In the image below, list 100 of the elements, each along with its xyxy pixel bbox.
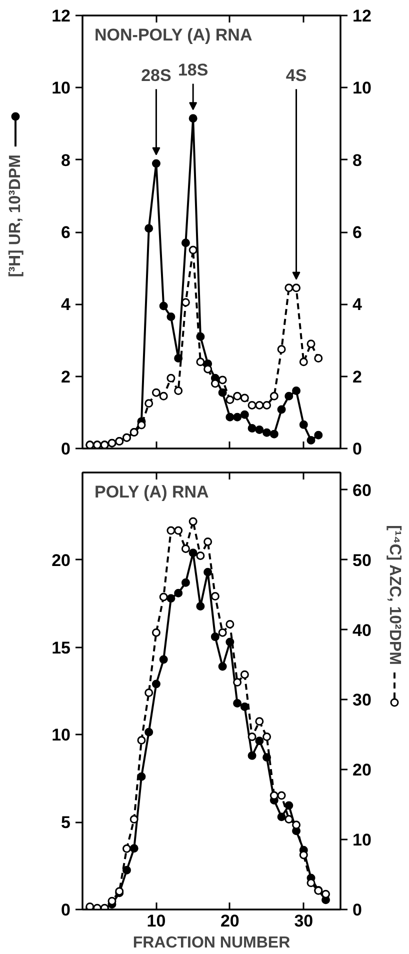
y2-tick-label: 6 bbox=[352, 223, 362, 242]
point bbox=[188, 517, 198, 526]
y2-tick-label: 12 bbox=[352, 6, 372, 26]
point bbox=[306, 340, 316, 348]
y-tick-label: 15 bbox=[52, 638, 71, 658]
point bbox=[218, 376, 227, 384]
point bbox=[218, 388, 227, 397]
point bbox=[262, 753, 272, 762]
y-axis-title: [³H] UR, 10³DPM bbox=[7, 154, 24, 278]
point bbox=[144, 728, 154, 736]
point bbox=[144, 224, 154, 233]
point bbox=[159, 655, 168, 664]
y-tick-label: 0 bbox=[61, 900, 71, 920]
point bbox=[255, 425, 264, 434]
point bbox=[284, 815, 294, 824]
y2-tick-label: 60 bbox=[352, 480, 372, 500]
y2-tick-label: 20 bbox=[352, 760, 372, 780]
point bbox=[218, 662, 227, 671]
point bbox=[240, 702, 249, 711]
y2-tick-label: 0 bbox=[352, 440, 362, 458]
annotation: 18S bbox=[178, 60, 208, 80]
point bbox=[248, 424, 256, 433]
point bbox=[152, 628, 160, 637]
point bbox=[152, 680, 160, 688]
point bbox=[277, 345, 286, 354]
point bbox=[306, 436, 316, 444]
x-tick-label: 10 bbox=[146, 912, 166, 930]
y-tick-label: 10 bbox=[52, 726, 71, 745]
point bbox=[204, 568, 212, 576]
point bbox=[233, 678, 242, 687]
point bbox=[181, 238, 190, 248]
point bbox=[226, 620, 234, 628]
point bbox=[196, 602, 205, 610]
point bbox=[122, 866, 131, 874]
y2-tick-label: 2 bbox=[352, 367, 362, 386]
point bbox=[166, 374, 176, 382]
point bbox=[174, 354, 183, 363]
point bbox=[130, 815, 138, 824]
point bbox=[166, 312, 176, 322]
text: NON-POLY (A) RNA bbox=[94, 26, 252, 44]
y2-tick-label: 30 bbox=[352, 690, 372, 710]
point bbox=[292, 284, 301, 292]
y-tick-label: 8 bbox=[61, 150, 71, 170]
point bbox=[210, 632, 220, 642]
point bbox=[188, 114, 198, 123]
point bbox=[284, 284, 294, 292]
point bbox=[248, 400, 256, 410]
point bbox=[270, 392, 278, 400]
point bbox=[277, 812, 286, 822]
point bbox=[137, 736, 146, 745]
y-tick-label: 12 bbox=[52, 6, 71, 26]
point bbox=[159, 302, 168, 310]
y-tick-label: 0 bbox=[61, 440, 71, 458]
point bbox=[144, 399, 154, 408]
y-tick-label: 20 bbox=[52, 550, 71, 570]
point bbox=[248, 751, 256, 760]
point bbox=[210, 592, 220, 600]
point bbox=[204, 537, 212, 546]
y2-tick-label: 10 bbox=[352, 830, 372, 850]
point bbox=[270, 430, 278, 438]
y2-tick-label: 0 bbox=[352, 900, 362, 920]
point bbox=[159, 592, 168, 602]
point bbox=[314, 354, 323, 363]
point bbox=[240, 670, 249, 679]
point bbox=[277, 791, 286, 800]
y2-tick-label: 10 bbox=[352, 78, 372, 98]
point bbox=[284, 801, 294, 810]
point bbox=[159, 392, 168, 400]
point bbox=[196, 358, 205, 366]
x-tick-label: 30 bbox=[294, 912, 314, 930]
point bbox=[255, 400, 264, 410]
point bbox=[166, 594, 176, 603]
point bbox=[174, 526, 183, 535]
point bbox=[233, 392, 242, 400]
point bbox=[240, 394, 249, 402]
point bbox=[233, 698, 242, 708]
point bbox=[277, 405, 286, 414]
annotation: 4S bbox=[286, 66, 307, 86]
point bbox=[314, 430, 323, 440]
point bbox=[152, 159, 160, 168]
y2-axis-title: [¹⁴C] AZC, 10²DPM bbox=[386, 525, 403, 665]
y2-tick-label: 50 bbox=[352, 550, 372, 570]
point bbox=[196, 551, 205, 560]
y2-tick-label: 40 bbox=[352, 620, 372, 640]
point bbox=[122, 844, 131, 853]
point bbox=[226, 396, 234, 404]
point bbox=[152, 388, 160, 397]
x-tick-label: 20 bbox=[220, 912, 240, 930]
point bbox=[174, 386, 183, 396]
point bbox=[233, 412, 242, 422]
point bbox=[166, 526, 176, 535]
x-axis-title: FRACTION NUMBER bbox=[132, 934, 291, 952]
point bbox=[284, 392, 294, 400]
point bbox=[292, 386, 301, 396]
point bbox=[299, 420, 308, 429]
point bbox=[218, 628, 227, 637]
y-tick-label: 4 bbox=[61, 295, 72, 314]
point bbox=[188, 246, 198, 254]
y-tick-label: 5 bbox=[61, 813, 71, 832]
point bbox=[188, 548, 198, 558]
